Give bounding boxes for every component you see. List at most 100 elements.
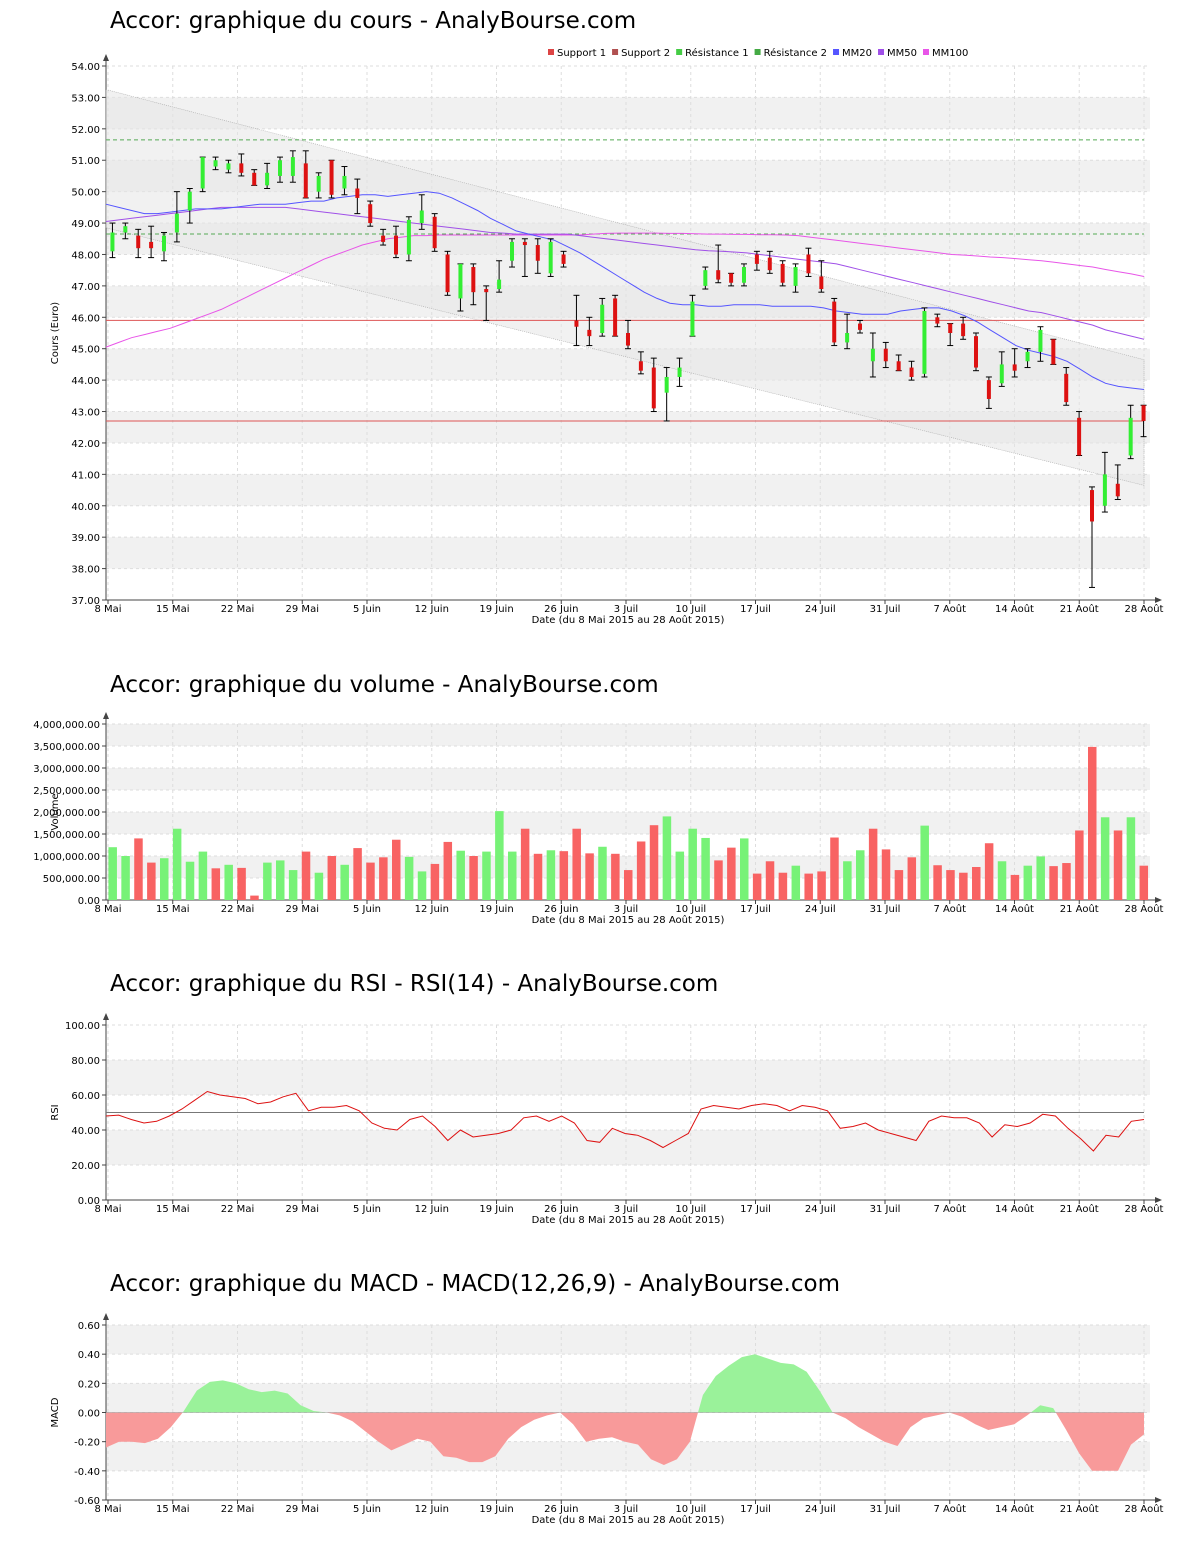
price-y-tick-label: 48.00 — [71, 250, 100, 261]
volume-y-tick-label: 4,000,000.00 — [33, 720, 100, 731]
candle-body — [419, 210, 424, 224]
price-y-tick-label: 37.00 — [71, 596, 100, 607]
candle-body — [174, 213, 179, 233]
volume-y-tick-label: 2,500,000.00 — [33, 786, 100, 797]
volume-bar — [1049, 866, 1058, 900]
legend-label: Support 1 — [557, 48, 606, 59]
candle-body — [561, 254, 566, 264]
volume-y-tick-label: 1,000,000.00 — [33, 852, 100, 863]
macd-y-tick-label: -0.20 — [74, 1438, 100, 1449]
candle-body — [1051, 339, 1056, 365]
candle-body — [445, 254, 450, 293]
macd-y-tick-label: 0.00 — [78, 1409, 100, 1420]
rsi-x-tick-label: 24 Juil — [805, 1204, 836, 1215]
candle-body — [406, 219, 411, 255]
price-x-tick-label: 15 Mai — [156, 604, 189, 615]
price-y-tick-label: 46.00 — [71, 313, 100, 324]
rsi-x-axis-label: Date (du 8 Mai 2015 au 28 Août 2015) — [532, 1214, 725, 1226]
legend-swatch — [923, 49, 929, 55]
price-y-tick-label: 47.00 — [71, 282, 100, 293]
volume-bar — [662, 816, 672, 900]
macd-y-tick-label: 0.40 — [78, 1350, 100, 1361]
candle-body — [870, 348, 875, 362]
rsi-y-tick-label: 0.00 — [78, 1196, 100, 1207]
macd-x-tick-label: 28 Août — [1125, 1503, 1164, 1515]
volume-y-tick-label: 1,500,000.00 — [33, 830, 100, 841]
candle-body — [1012, 364, 1017, 371]
macd-x-tick-label: 12 Juin — [415, 1504, 449, 1515]
rsi-chart: 0.00 20.00 40.00 60.00 80.00 100.00 8 Mai 15 Ma… — [50, 1013, 1164, 1226]
macd-grid-band — [106, 1325, 1150, 1355]
volume-y-tick-label: 3,000,000.00 — [33, 764, 100, 775]
macd-y-tick-label: 0.20 — [78, 1379, 100, 1390]
volume-bar — [675, 851, 685, 900]
candle-body — [200, 157, 205, 189]
candle-body — [110, 232, 115, 252]
volume-bar — [778, 872, 788, 900]
candle-body — [935, 317, 940, 324]
volume-x-tick-label: 3 Juil — [614, 904, 638, 915]
volume-bar — [1126, 817, 1136, 900]
rsi-grid-band — [106, 1130, 1150, 1165]
candle-body — [303, 163, 308, 198]
legend-swatch — [676, 49, 683, 55]
volume-grid-band — [106, 768, 1150, 790]
candle-body — [819, 276, 824, 290]
macd-x-tick-label: 31 Juil — [870, 1504, 901, 1515]
legend-label: Résistance 2 — [764, 47, 827, 59]
price-y-tick-label: 38.00 — [71, 565, 100, 576]
volume-bar — [340, 864, 349, 900]
volume-bar — [559, 851, 569, 900]
volume-x-tick-label: 28 Août — [1125, 903, 1164, 915]
rsi-x-axis-arrow — [1155, 1197, 1162, 1203]
price-y-tick-label: 50.00 — [71, 188, 100, 199]
price-x-axis-label: Date (du 8 Mai 2015 au 28 Août 2015) — [532, 614, 725, 626]
rsi-line — [105, 1090, 1145, 1152]
rsi-x-tick-label: 3 Juil — [614, 1204, 638, 1215]
macd-x-axis-arrow — [1155, 1497, 1162, 1503]
volume-bar — [611, 853, 620, 900]
macd-y-tick-label: 0.60 — [78, 1321, 100, 1332]
price-y-tick-label: 40.00 — [71, 502, 100, 513]
volume-x-axis-label: Date (du 8 Mai 2015 au 28 Août 2015) — [532, 914, 725, 926]
volume-chart: 0.00 500,000.00 1,000,000.00 1,500,000.00 2,… — [33, 712, 1164, 926]
candle-body — [703, 270, 708, 286]
candle-body — [239, 163, 244, 173]
rsi-x-tick-label: 26 Juin — [544, 1204, 578, 1215]
volume-bar — [1023, 865, 1033, 900]
rsi-x-tick-label: 28 Août — [1125, 1203, 1164, 1215]
candle-body — [548, 241, 553, 274]
candle-body — [316, 175, 321, 192]
price-x-axis-arrow — [1155, 597, 1162, 603]
rsi-x-tick-label: 17 Juil — [740, 1204, 771, 1215]
rsi-x-tick-label: 21 Août — [1060, 1203, 1099, 1215]
volume-x-tick-label: 8 Mai — [94, 904, 121, 915]
price-x-tick-label: 12 Juin — [415, 604, 449, 615]
volume-bar — [353, 848, 362, 900]
candle-body — [1090, 490, 1094, 522]
volume-bar — [1139, 865, 1149, 900]
macd-x-tick-label: 5 Juin — [353, 1504, 381, 1515]
candle-body — [278, 160, 282, 176]
volume-bar — [1100, 817, 1110, 900]
candle-body — [458, 263, 463, 299]
candle-body — [213, 160, 218, 167]
volume-bar — [250, 895, 259, 900]
candle-body — [974, 336, 978, 368]
volume-x-tick-label: 12 Juin — [415, 904, 449, 915]
volume-y-axis-label: Volume — [50, 793, 61, 830]
volume-bar — [404, 856, 414, 900]
volume-y-tick-label: 500,000.00 — [43, 874, 100, 885]
candle-body — [638, 361, 643, 371]
volume-bar — [288, 870, 298, 900]
volume-x-tick-label: 24 Juil — [805, 904, 836, 915]
price-x-tick-label: 8 Mai — [94, 604, 121, 615]
macd-y-axis-label: MACD — [50, 1397, 61, 1427]
volume-x-tick-label: 22 Mai — [221, 904, 254, 915]
candle-body — [613, 298, 618, 337]
price-x-tick-label: 22 Mai — [221, 604, 254, 615]
volume-x-tick-label: 14 Août — [995, 903, 1034, 915]
candle-body — [187, 191, 192, 211]
price-x-tick-label: 3 Juil — [614, 604, 638, 615]
volume-bar — [765, 861, 775, 900]
